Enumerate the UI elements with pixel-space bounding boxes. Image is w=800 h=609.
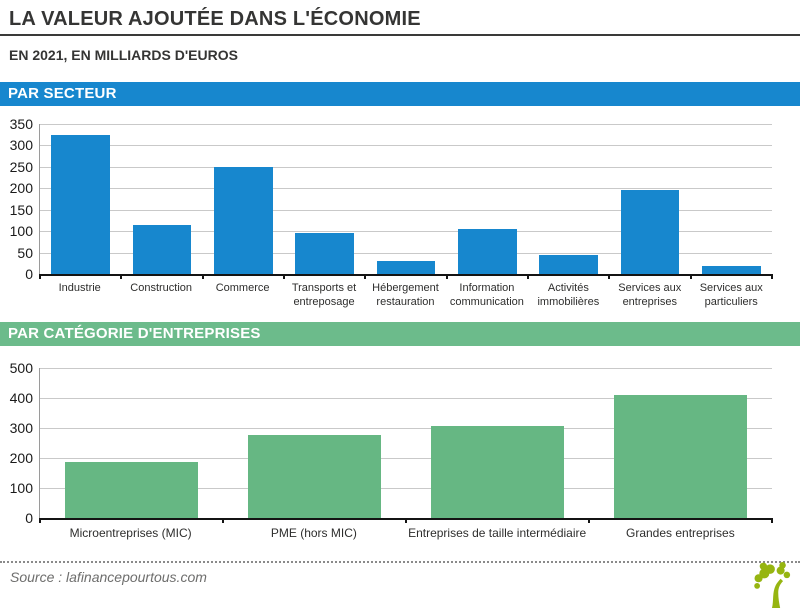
bar <box>376 261 436 274</box>
gridline <box>40 252 772 254</box>
bar <box>620 190 680 274</box>
x-tick-label: Microentreprises (MIC) <box>69 525 192 540</box>
y-tick-label: 350 <box>9 116 33 132</box>
sector-chart: 350 300 250 200 150 100 50 0 Industrie Construct… <box>0 116 800 310</box>
sector-chart-x-axis: Industrie Construction Commerce Transports … <box>39 276 772 310</box>
page-subtitle: EN 2021, EN MILLIARDS D'EUROS <box>9 47 238 63</box>
y-tick-label: 200 <box>9 449 33 466</box>
gridline <box>40 231 772 233</box>
x-tick-label: Hébergement restauration <box>372 282 439 308</box>
x-tick-label: Services aux particuliers <box>699 282 763 308</box>
x-tick-label: Information communication <box>449 282 524 308</box>
y-tick-label: 300 <box>9 137 33 154</box>
x-axis-tick <box>201 274 204 279</box>
gridline <box>40 397 772 399</box>
x-axis-tick <box>689 274 692 279</box>
bar <box>248 435 381 518</box>
y-tick-label: 100 <box>9 223 33 240</box>
source-credit: Source : lafinancepourtous.com <box>10 569 207 585</box>
x-tick-label: Transports et entreposage <box>291 282 357 308</box>
page-title: LA VALEUR AJOUTÉE DANS L'ÉCONOMIE <box>9 8 421 30</box>
x-tick-label: Entreprises de taille intermédiaire <box>408 525 587 540</box>
sector-banner-label: PAR SECTEUR <box>8 85 117 102</box>
title-block: LA VALEUR AJOUTÉE DANS L'ÉCONOMIE <box>0 0 800 36</box>
y-tick-label: 400 <box>9 389 33 406</box>
x-tick-label: Industrie <box>58 282 101 294</box>
x-tick-label: Grandes entreprises <box>626 525 735 540</box>
x-axis-tick <box>445 274 448 279</box>
bar <box>539 254 599 274</box>
gridline <box>40 487 772 489</box>
gridline <box>40 145 772 147</box>
x-axis-tick <box>771 517 773 523</box>
x-axis-tick <box>364 274 367 279</box>
category-banner-label: PAR CATÉGORIE D'ENTREPRISES <box>8 324 261 342</box>
gridline <box>40 427 772 429</box>
x-axis-tick <box>771 274 773 279</box>
gridline <box>40 188 772 190</box>
sector-banner: PAR SECTEUR <box>0 82 800 106</box>
x-tick-label: Activités immobilières <box>537 282 600 308</box>
gridline <box>40 166 772 168</box>
bar <box>701 266 761 274</box>
bar <box>65 462 198 518</box>
y-tick-label: 50 <box>17 244 33 261</box>
x-axis-tick <box>120 274 123 279</box>
x-tick-label: PME (hors MIC) <box>270 525 357 540</box>
bar <box>213 166 273 274</box>
x-axis-tick <box>283 274 285 279</box>
y-tick-label: 250 <box>9 158 33 175</box>
sector-chart-y-axis: 350 300 250 200 150 100 50 0 <box>0 116 33 282</box>
y-tick-label: 150 <box>9 201 33 218</box>
x-axis-tick <box>222 517 224 523</box>
x-tick-label: Construction <box>130 282 193 294</box>
category-chart-plot <box>39 367 773 523</box>
y-tick-label: 0 <box>25 509 33 526</box>
x-tick-label: Commerce <box>215 282 270 294</box>
y-tick-label: 500 <box>9 359 33 376</box>
x-axis-tick <box>608 274 611 279</box>
gridline <box>40 457 772 459</box>
x-tick-label: Services aux entreprises <box>618 282 682 308</box>
gridline <box>40 209 772 211</box>
x-axis-tick <box>39 274 41 279</box>
bar <box>431 426 564 518</box>
bar <box>457 229 517 274</box>
bar <box>132 224 192 274</box>
gridline <box>40 124 772 125</box>
tree-logo-icon <box>754 562 791 608</box>
bar <box>295 233 355 274</box>
category-chart-x-axis: Microentreprises (MIC) PME (hors MIC) Entr… <box>39 520 772 541</box>
y-tick-label: 100 <box>9 479 33 496</box>
x-axis-tick <box>405 517 407 523</box>
y-tick-label: 200 <box>9 180 33 197</box>
x-axis-tick <box>39 517 41 523</box>
x-axis-tick <box>527 274 529 279</box>
category-banner: PAR CATÉGORIE D'ENTREPRISES <box>0 321 800 346</box>
tree-logo-shape <box>754 562 791 608</box>
footer: Source : lafinancepourtous.com <box>0 561 800 609</box>
company-category-chart: 500 400 300 200 100 0 Microentreprises (MIC) P… <box>0 360 800 541</box>
gridline <box>40 367 772 369</box>
y-tick-label: 300 <box>9 419 33 436</box>
category-chart-y-axis: 500 400 300 200 100 0 <box>0 360 33 526</box>
x-axis-tick <box>588 517 590 523</box>
bar <box>614 394 747 518</box>
bar <box>51 134 111 274</box>
sector-chart-plot <box>39 124 773 279</box>
y-tick-label: 0 <box>25 266 33 282</box>
